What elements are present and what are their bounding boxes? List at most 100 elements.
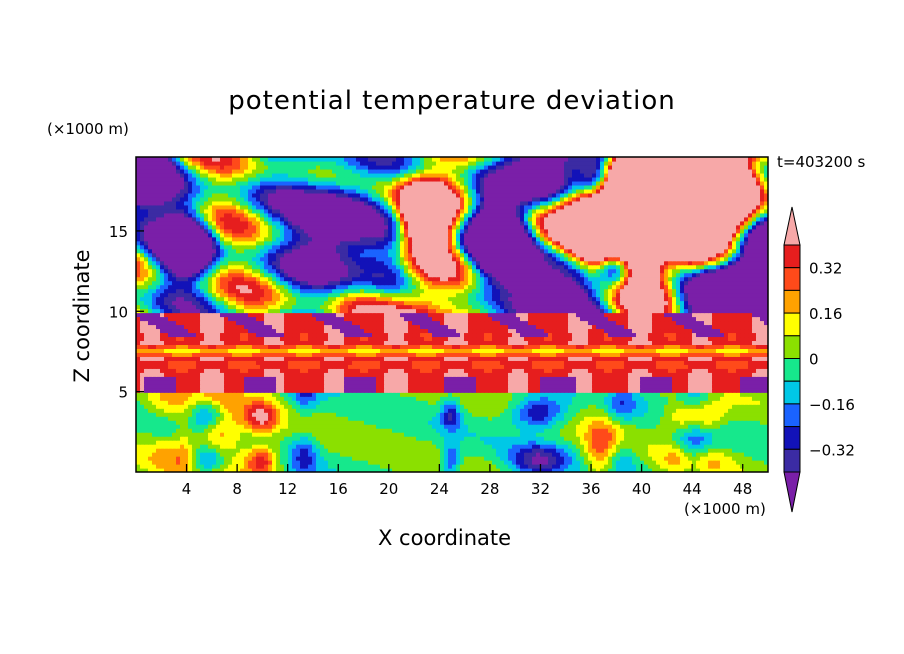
- contour-cell: [368, 408, 373, 413]
- contour-cell: [188, 368, 193, 373]
- contour-cell: [240, 392, 245, 397]
- contour-cell: [508, 452, 513, 457]
- contour-cell: [652, 400, 657, 405]
- contour-cell: [356, 380, 361, 385]
- contour-cell: [716, 412, 721, 417]
- contour-cell: [332, 352, 337, 357]
- contour-cell: [744, 380, 749, 385]
- contour-cell: [700, 428, 705, 433]
- contour-cell: [240, 396, 245, 401]
- contour-cell: [528, 348, 533, 353]
- contour-cell: [512, 396, 517, 401]
- contour-cell: [360, 448, 365, 453]
- contour-cell: [208, 364, 213, 369]
- contour-cell: [676, 384, 681, 389]
- contour-cell: [196, 448, 201, 453]
- contour-cell: [164, 388, 169, 393]
- contour-cell: [624, 428, 629, 433]
- contour-cell: [400, 404, 405, 409]
- contour-cell: [280, 440, 285, 445]
- contour-cell: [508, 376, 513, 381]
- contour-cell: [720, 376, 725, 381]
- contour-cell: [324, 380, 329, 385]
- contour-cell: [604, 396, 609, 401]
- contour-cell: [672, 420, 677, 425]
- contour-cell: [292, 428, 297, 433]
- contour-cell: [352, 348, 357, 353]
- contour-cell: [200, 460, 205, 465]
- contour-cell: [420, 452, 425, 457]
- contour-cell: [644, 356, 649, 361]
- contour-cell: [624, 360, 629, 365]
- contour-cell: [492, 372, 497, 377]
- contour-cell: [352, 420, 357, 425]
- contour-cell: [224, 400, 229, 405]
- contour-cell: [324, 400, 329, 405]
- contour-cell: [392, 456, 397, 461]
- contour-cell: [300, 464, 305, 469]
- contour-cell: [488, 352, 493, 357]
- contour-cell: [748, 460, 753, 465]
- contour-cell: [208, 376, 213, 381]
- contour-cell: [488, 412, 493, 417]
- contour-cell: [172, 376, 177, 381]
- contour-cell: [684, 408, 689, 413]
- contour-cell: [416, 424, 421, 429]
- contour-cell: [296, 380, 301, 385]
- contour-cell: [464, 468, 469, 472]
- contour-cell: [236, 436, 241, 441]
- contour-cell: [452, 360, 457, 365]
- contour-cell: [268, 428, 273, 433]
- contour-cell: [432, 344, 437, 349]
- contour-cell: [184, 376, 189, 381]
- contour-cell: [764, 352, 768, 357]
- contour-cell: [704, 348, 709, 353]
- contour-cell: [204, 416, 209, 421]
- contour-cell: [520, 348, 525, 353]
- contour-cell: [420, 468, 425, 472]
- contour-cell: [460, 428, 465, 433]
- contour-cell: [288, 460, 293, 465]
- contour-cell: [284, 372, 289, 377]
- contour-cell: [368, 352, 373, 357]
- contour-cell: [364, 436, 369, 441]
- contour-cell: [464, 356, 469, 361]
- contour-cell: [480, 432, 485, 437]
- contour-cell: [244, 464, 249, 469]
- contour-cell: [216, 416, 221, 421]
- contour-cell: [700, 392, 705, 397]
- contour-cell: [468, 384, 473, 389]
- contour-cell: [592, 456, 597, 461]
- contour-cell: [728, 468, 733, 472]
- contour-cell: [276, 348, 281, 353]
- contour-cell: [320, 428, 325, 433]
- contour-cell: [424, 440, 429, 445]
- contour-cell: [176, 420, 181, 425]
- contour-cell: [680, 440, 685, 445]
- contour-cell: [368, 344, 373, 349]
- contour-cell: [452, 452, 457, 457]
- contour-cell: [204, 460, 209, 465]
- contour-cell: [452, 436, 457, 441]
- contour-cell: [692, 348, 697, 353]
- contour-cell: [688, 400, 693, 405]
- contour-cell: [176, 356, 181, 361]
- contour-cell: [528, 404, 533, 409]
- contour-cell: [248, 372, 253, 377]
- contour-cell: [436, 456, 441, 461]
- contour-cell: [252, 368, 257, 373]
- contour-cell: [688, 444, 693, 449]
- contour-cell: [640, 412, 645, 417]
- contour-cell: [656, 444, 661, 449]
- contour-cell: [688, 408, 693, 413]
- contour-cell: [444, 408, 449, 413]
- contour-cell: [240, 452, 245, 457]
- contour-cell: [676, 452, 681, 457]
- contour-cell: [576, 468, 581, 472]
- contour-cell: [268, 380, 273, 385]
- contour-cell: [388, 424, 393, 429]
- contour-cell: [208, 432, 213, 437]
- contour-cell: [432, 452, 437, 457]
- contour-cell: [696, 404, 701, 409]
- contour-cell: [476, 452, 481, 457]
